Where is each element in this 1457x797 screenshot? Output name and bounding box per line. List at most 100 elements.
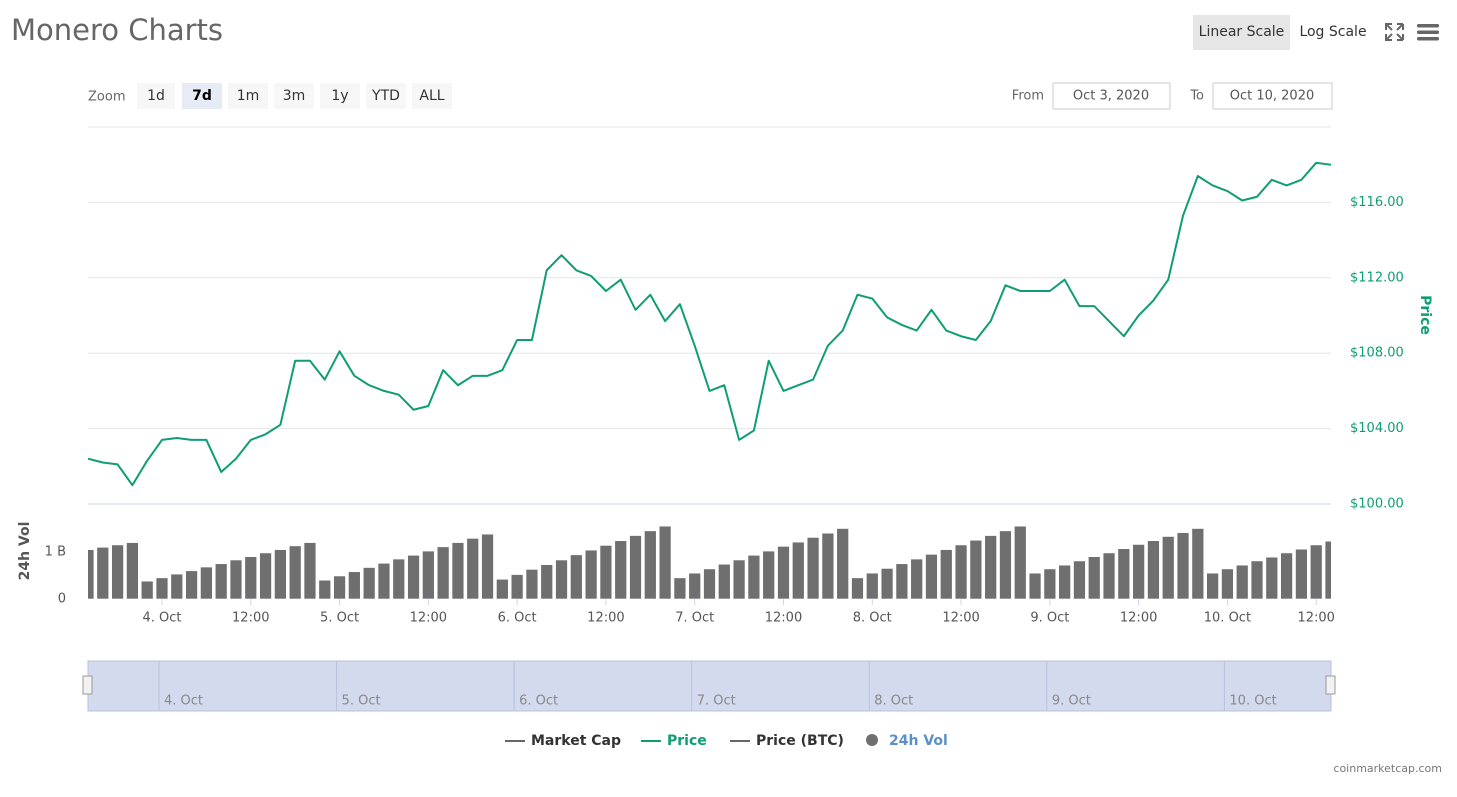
navigator-tick-label: 7. Oct — [697, 694, 736, 709]
price-line — [88, 161, 1331, 487]
x-tick-label: 12:00 — [942, 611, 979, 626]
fullscreen-icon[interactable] — [1385, 23, 1404, 41]
legend-label[interactable]: 24h Vol — [889, 733, 948, 749]
volume-bar — [1221, 568, 1234, 600]
legend-label[interactable]: Market Cap — [531, 733, 621, 749]
volume-bar — [1028, 572, 1042, 600]
zoom-label: Zoom — [88, 90, 125, 105]
volume-bar — [762, 550, 775, 600]
volume-bar — [1280, 552, 1293, 600]
scale-button-label: Linear Scale — [1199, 24, 1285, 40]
navigator-tick-label: 9. Oct — [1052, 694, 1091, 709]
credit: coinmarketcap.com — [1333, 762, 1442, 775]
plot-area — [88, 161, 1331, 600]
legend-label[interactable]: Price (BTC) — [756, 733, 844, 749]
volume-bar — [673, 577, 687, 600]
from-label: From — [1012, 89, 1044, 104]
volume-bar — [303, 542, 317, 600]
volume-bar — [111, 544, 124, 600]
volume-bar — [407, 554, 420, 600]
volume-bar — [214, 563, 228, 600]
volume-bar — [1162, 536, 1175, 600]
volume-bar — [629, 535, 642, 600]
volume-bar — [510, 574, 524, 600]
to-input[interactable] — [1212, 82, 1333, 110]
navigator[interactable] — [87, 660, 1332, 712]
volume-bar — [1206, 572, 1219, 600]
volume-bar — [496, 578, 509, 600]
x-tick-label: 12:00 — [1297, 611, 1334, 626]
volume-bar — [718, 563, 731, 600]
legend-symbol[interactable] — [866, 734, 878, 746]
navigator-handle-left[interactable] — [82, 675, 93, 695]
volume-bar — [185, 570, 198, 600]
volume-bar — [288, 545, 302, 600]
scale-button[interactable] — [1193, 15, 1290, 50]
volume-bar — [999, 530, 1012, 600]
volume-bar — [140, 580, 154, 600]
volume-bar — [200, 566, 213, 600]
volume-bar — [821, 532, 835, 600]
zoom-button[interactable] — [228, 83, 268, 109]
legend-label[interactable]: Price — [667, 733, 707, 749]
zoom-button[interactable] — [320, 83, 360, 109]
zoom-button[interactable] — [274, 83, 314, 109]
from-value: Oct 3, 2020 — [1073, 89, 1149, 104]
volume-bar — [362, 567, 376, 600]
volume-bar — [1324, 540, 1331, 600]
scale-button-label: Log Scale — [1299, 24, 1366, 40]
navigator-handle-right[interactable] — [1325, 675, 1336, 695]
volume-bar — [984, 535, 997, 600]
volume-bar — [244, 556, 257, 600]
volume-bar — [969, 539, 983, 600]
navigator-tick-label: 10. Oct — [1229, 694, 1276, 709]
y2-tick-label: 1 B — [45, 545, 66, 560]
volume-bar — [377, 562, 391, 600]
volume-bar — [555, 559, 568, 600]
volume-bar — [1235, 564, 1249, 600]
volume-bar — [466, 538, 479, 600]
volume-bar — [525, 569, 539, 600]
volume-bar — [1309, 544, 1323, 600]
navigator-tick-label: 6. Oct — [519, 694, 558, 709]
zoom-button[interactable] — [182, 83, 222, 109]
volume-bar — [703, 568, 716, 600]
volume-bar — [348, 571, 361, 600]
navigator-tick-label: 5. Oct — [342, 694, 381, 709]
zoom-button[interactable] — [366, 83, 406, 109]
zoom-button-label: ALL — [419, 88, 444, 104]
zoom-button[interactable] — [412, 83, 452, 109]
volume-bar — [1176, 532, 1190, 600]
volume-bar — [806, 537, 820, 600]
volume-bar — [747, 554, 761, 600]
volume-bar — [1132, 544, 1145, 600]
volume-bar — [732, 559, 746, 600]
volume-bar — [88, 549, 95, 600]
volume-bar — [422, 550, 435, 600]
volume-bar — [1191, 528, 1205, 600]
zoom-button-label: 1m — [237, 88, 260, 104]
zoom-button[interactable] — [137, 83, 175, 109]
volume-bar — [880, 568, 894, 600]
volume-bar — [451, 542, 465, 600]
volume-bar — [229, 559, 243, 600]
volume-bar — [1102, 552, 1116, 600]
volume-bar — [96, 546, 110, 600]
menu-icon[interactable] — [1417, 24, 1439, 41]
volume-bar — [1014, 525, 1027, 600]
x-tick-label: 10. Oct — [1204, 611, 1251, 626]
x-tick-label: 9. Oct — [1030, 611, 1069, 626]
from-input[interactable] — [1052, 82, 1171, 110]
volume-bar — [688, 572, 701, 600]
scale-button[interactable] — [1296, 15, 1370, 50]
volume-bar — [644, 530, 657, 600]
y-tick-label: $108.00 — [1350, 346, 1404, 361]
volume-bar — [940, 549, 953, 600]
volume-bar — [1043, 568, 1057, 600]
volume-bar — [436, 546, 450, 600]
zoom-button-label: 1d — [147, 88, 165, 104]
x-tick-label: 12:00 — [587, 611, 624, 626]
x-tick-label: 7. Oct — [675, 611, 714, 626]
